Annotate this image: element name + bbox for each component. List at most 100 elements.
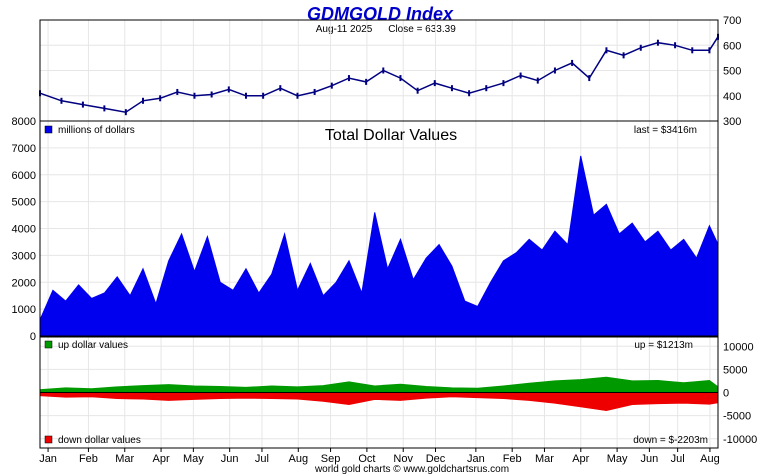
x-tick-label: Aug xyxy=(288,453,308,465)
price-bar xyxy=(210,91,213,98)
volume-panel xyxy=(39,155,719,337)
price-bar xyxy=(296,92,299,99)
price-y-tick-label: 600 xyxy=(723,40,741,52)
up-legend-label: up dollar values xyxy=(58,340,128,351)
price-series-line xyxy=(39,36,719,113)
up-down-y-tick-label: -10000 xyxy=(723,434,757,446)
price-bar xyxy=(279,85,282,92)
price-bar xyxy=(622,52,625,59)
x-tick-label: Jun xyxy=(221,453,239,465)
x-tick-label: Nov xyxy=(393,453,413,465)
price-bar xyxy=(244,92,247,99)
price-bar xyxy=(103,105,106,112)
x-tick-label: Oct xyxy=(358,453,375,465)
volume-y-tick-label: 0 xyxy=(30,331,36,343)
x-tick-label: Feb xyxy=(79,453,98,465)
volume-y-tick-label: 2000 xyxy=(12,277,36,289)
volume-y-tick-label: 7000 xyxy=(12,143,36,155)
up-values-area xyxy=(39,376,719,393)
price-bar xyxy=(433,80,436,87)
x-tick-label: Jan xyxy=(39,453,57,465)
price-bar xyxy=(468,90,471,97)
price-bar xyxy=(159,95,162,102)
x-tick-label: May xyxy=(183,453,204,465)
volume-y-tick-label: 6000 xyxy=(12,170,36,182)
down-legend-swatch xyxy=(44,435,53,444)
price-bar xyxy=(588,75,591,82)
price-bar xyxy=(536,77,539,84)
price-bar xyxy=(313,88,316,95)
x-tick-label: Dec xyxy=(426,453,446,465)
price-bar xyxy=(519,72,522,79)
volume-title: Total Dollar Values xyxy=(325,127,457,144)
x-tick-label: Mar xyxy=(115,453,134,465)
price-bar xyxy=(502,80,505,87)
volume-y-tick-label: 3000 xyxy=(12,250,36,262)
price-bar xyxy=(708,47,711,54)
price-bar xyxy=(176,88,179,95)
price-bar xyxy=(141,97,144,104)
price-y-tick-label: 400 xyxy=(723,91,741,103)
price-y-tick-label: 300 xyxy=(723,116,741,128)
volume-area xyxy=(39,155,719,337)
price-bar xyxy=(450,85,453,92)
price-bar xyxy=(605,47,608,54)
x-tick-label: Apr xyxy=(153,453,170,465)
down-legend-label: down dollar values xyxy=(58,435,141,446)
price-panel xyxy=(39,33,719,116)
up-down-y-tick-label: 5000 xyxy=(723,364,747,376)
x-tick-label: Jul xyxy=(255,453,269,465)
up-down-panel-frame xyxy=(39,336,719,449)
price-y-axis: 300 400 500 600 700 xyxy=(723,15,741,128)
price-y-tick-label: 700 xyxy=(723,15,741,27)
up-down-y-tick-label: 0 xyxy=(723,388,729,400)
price-bar xyxy=(81,101,84,108)
x-tick-label: Jan xyxy=(467,453,485,465)
price-bar xyxy=(365,78,368,85)
price-bar xyxy=(227,86,230,93)
down-values-area xyxy=(39,392,719,412)
up-legend-swatch xyxy=(44,340,53,349)
price-bar xyxy=(193,92,196,99)
price-bar xyxy=(60,97,63,104)
price-bar xyxy=(347,75,350,82)
price-bar xyxy=(124,109,127,116)
up-down-panel xyxy=(39,376,719,412)
volume-panel-frame xyxy=(39,120,719,337)
up-down-y-axis: -10000 -5000 0 5000 10000 xyxy=(723,341,757,446)
up-value-label: up = $1213m xyxy=(634,340,693,351)
price-bar xyxy=(656,39,659,46)
price-bar xyxy=(553,67,556,74)
volume-last-label: last = $3416m xyxy=(634,125,697,136)
close-value: Close = 633.39 xyxy=(388,24,456,35)
volume-y-tick-label: 5000 xyxy=(12,197,36,209)
up-down-y-tick-label: 10000 xyxy=(723,341,754,353)
x-tick-label: May xyxy=(607,453,628,465)
chart-date: Aug-11 2025 xyxy=(316,24,373,35)
x-tick-label: Jul xyxy=(671,453,685,465)
price-bar xyxy=(691,47,694,54)
x-axis: Jan Feb Mar Apr May Jun Jul Aug Sep Oct Nov Dec Jan F… xyxy=(39,448,720,465)
price-bar xyxy=(399,75,402,82)
x-tick-label: Mar xyxy=(535,453,554,465)
x-tick-label: Aug xyxy=(700,453,720,465)
volume-legend-label: millions of dollars xyxy=(58,125,135,136)
x-tick-label: Jun xyxy=(641,453,659,465)
price-bar xyxy=(674,42,677,49)
price-bar xyxy=(416,87,419,94)
x-tick-label: Sep xyxy=(321,453,341,465)
x-tick-label: Feb xyxy=(503,453,522,465)
price-bar xyxy=(262,92,265,99)
price-bar xyxy=(571,59,574,66)
price-bar xyxy=(639,44,642,51)
volume-y-tick-label: 1000 xyxy=(12,304,36,316)
up-down-y-tick-label: -5000 xyxy=(723,411,751,423)
volume-y-tick-label: 4000 xyxy=(12,224,36,236)
price-y-tick-label: 500 xyxy=(723,66,741,78)
footer-credit: world gold charts © www.goldchartsrus.co… xyxy=(314,464,509,475)
price-bar xyxy=(382,67,385,74)
x-tick-label: Apr xyxy=(572,453,589,465)
volume-y-axis: 0 1000 2000 3000 4000 5000 6000 7000 8000 xyxy=(12,116,36,343)
chart-title: GDMGOLD Index xyxy=(307,4,454,24)
